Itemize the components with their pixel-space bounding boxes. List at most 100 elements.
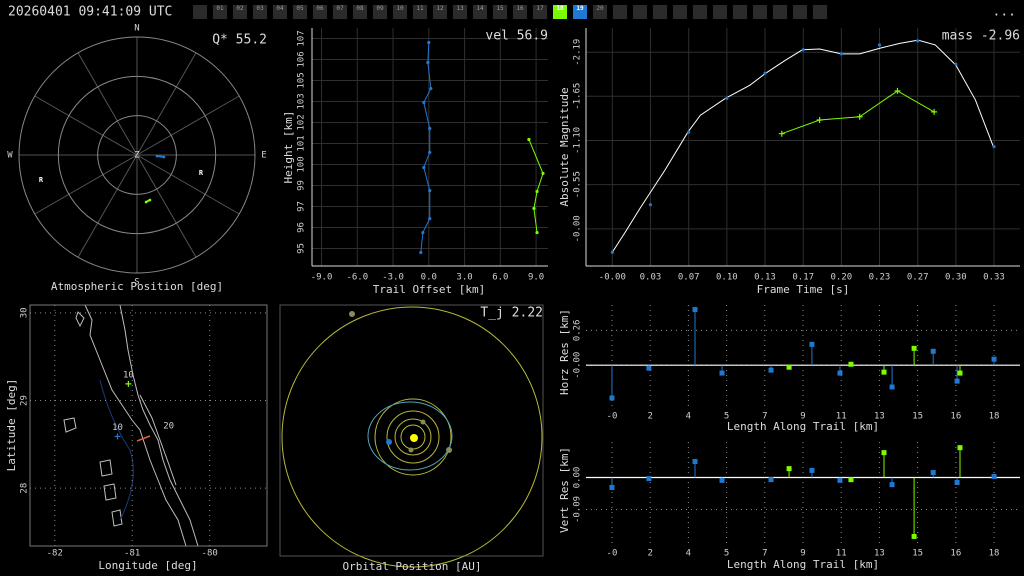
- point: [848, 361, 854, 367]
- point: [931, 108, 938, 115]
- station-label: R: [199, 169, 204, 177]
- frame-label: 02: [236, 5, 244, 12]
- point: [428, 150, 432, 155]
- y-tick-label: -0.00: [573, 352, 583, 379]
- x-axis-label: Frame Time [s]: [757, 283, 850, 296]
- frame-box[interactable]: [513, 5, 527, 19]
- y-tick-label: 101: [297, 135, 307, 151]
- point: [646, 476, 652, 482]
- x-tick-label: 6.0: [492, 273, 508, 283]
- frame-label: 01: [216, 5, 224, 12]
- x-tick-label: 0.17: [792, 273, 814, 283]
- point: [148, 198, 152, 202]
- point: [768, 477, 774, 483]
- point: [916, 39, 920, 43]
- y-tick-label: 106: [297, 51, 307, 67]
- meteoroid-orbit: [367, 401, 453, 471]
- ring: [18, 36, 256, 274]
- coastline: [63, 304, 199, 547]
- frame-box[interactable]: [473, 5, 487, 19]
- x-tick-label: 3.0: [456, 273, 472, 283]
- x-tick-label: 5: [724, 412, 729, 422]
- point: [856, 113, 863, 120]
- series-line: [781, 90, 935, 135]
- frame-box[interactable]: [553, 5, 567, 19]
- y-tick-label: 107: [297, 30, 307, 46]
- frame-box[interactable]: [433, 5, 447, 19]
- frame-box[interactable]: [213, 5, 227, 19]
- frame-box[interactable]: [493, 5, 507, 19]
- sun: [410, 434, 418, 442]
- chart-title: Atmospheric Position [deg]: [51, 280, 223, 293]
- frame-box[interactable]: [253, 5, 267, 19]
- frame-box[interactable]: [413, 5, 427, 19]
- point: [428, 188, 432, 193]
- frame-label: 05: [296, 5, 304, 12]
- point: [162, 155, 166, 159]
- y-tick-label: 0.00: [573, 467, 583, 489]
- x-tick-label: 9: [800, 549, 805, 559]
- frame-label: 09: [376, 5, 384, 12]
- frame-label: 07: [336, 5, 344, 12]
- point: [535, 189, 539, 194]
- river: [99, 379, 134, 521]
- y-tick-label: 102: [297, 114, 307, 130]
- x-tick-label: -0: [607, 412, 618, 422]
- y-axis-label: Absolute Magnitude: [558, 87, 571, 206]
- x-tick-label: 7: [762, 549, 767, 559]
- y-tick-label: 100: [297, 156, 307, 172]
- point: [954, 62, 958, 66]
- point: [125, 380, 132, 387]
- point: [957, 370, 963, 376]
- point: [609, 484, 615, 490]
- annotation: Q* 55.2: [212, 33, 267, 48]
- frame-box: [773, 5, 787, 19]
- frame-box[interactable]: [273, 5, 287, 19]
- y-tick-label: 105: [297, 72, 307, 88]
- y-tick-label: -0.09: [573, 496, 583, 523]
- frame-box[interactable]: [233, 5, 247, 19]
- x-tick-label: -9.0: [311, 273, 333, 283]
- frame-box: [653, 5, 667, 19]
- frame-box[interactable]: [393, 5, 407, 19]
- point: [719, 477, 725, 483]
- frame-box[interactable]: [573, 5, 587, 19]
- menu[interactable]: ...: [993, 5, 1016, 20]
- frame-box[interactable]: [353, 5, 367, 19]
- y-tick-label: 28: [20, 483, 30, 494]
- x-tick-label: -80: [202, 549, 218, 559]
- x-tick-label: 2: [647, 412, 652, 422]
- frame-label: 13: [456, 5, 464, 12]
- point: [992, 144, 996, 149]
- frame-box[interactable]: [373, 5, 387, 19]
- frame-box: [713, 5, 727, 19]
- y-tick-label: -0.55: [573, 171, 583, 198]
- x-tick-label: 0.27: [907, 273, 929, 283]
- point: [816, 116, 823, 123]
- frame-box[interactable]: [293, 5, 307, 19]
- ground-track: [136, 435, 151, 442]
- frame-box[interactable]: [533, 5, 547, 19]
- point: [930, 348, 936, 354]
- spoke: [34, 95, 138, 156]
- spoke: [77, 154, 138, 258]
- frame-box[interactable]: [333, 5, 347, 19]
- frame-box[interactable]: [593, 5, 607, 19]
- frame-box: [733, 5, 747, 19]
- point: [768, 367, 774, 373]
- frame-box[interactable]: [453, 5, 467, 19]
- x-tick-label: 0.07: [678, 273, 700, 283]
- frame-box: [673, 5, 687, 19]
- frame-label: 18: [556, 5, 564, 12]
- frame-box[interactable]: [313, 5, 327, 19]
- point: [428, 216, 432, 221]
- x-tick-label: -0: [607, 549, 618, 559]
- x-tick-label: -81: [124, 549, 140, 559]
- point: [648, 203, 653, 207]
- x-axis-label: Longitude [deg]: [98, 559, 197, 572]
- point: [687, 130, 691, 134]
- point: [809, 341, 815, 347]
- y-tick-label: 97: [297, 201, 307, 212]
- y-axis-label: Height [km]: [282, 111, 295, 184]
